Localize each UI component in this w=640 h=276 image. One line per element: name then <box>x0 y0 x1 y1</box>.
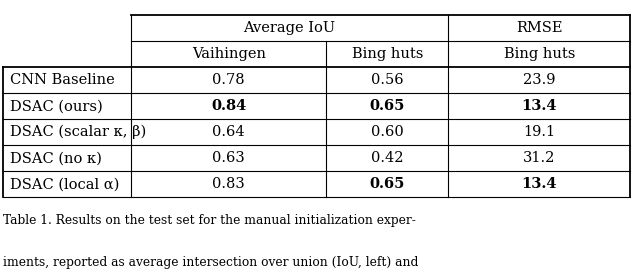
Text: RMSE: RMSE <box>516 21 563 35</box>
Text: 0.65: 0.65 <box>369 177 405 191</box>
Text: Bing huts: Bing huts <box>351 47 423 61</box>
Text: 0.84: 0.84 <box>211 99 246 113</box>
Text: DSAC (scalar κ, β): DSAC (scalar κ, β) <box>10 125 146 139</box>
Text: 23.9: 23.9 <box>523 73 556 87</box>
Text: CNN Baseline: CNN Baseline <box>10 73 115 87</box>
Text: Vaihingen: Vaihingen <box>192 47 266 61</box>
Text: DSAC (local α): DSAC (local α) <box>10 177 119 191</box>
Text: DSAC (ours): DSAC (ours) <box>10 99 102 113</box>
Text: Average IoU: Average IoU <box>244 21 335 35</box>
Text: 0.60: 0.60 <box>371 125 404 139</box>
Text: 0.78: 0.78 <box>212 73 245 87</box>
Text: 31.2: 31.2 <box>523 151 556 165</box>
Text: Bing huts: Bing huts <box>504 47 575 61</box>
Text: iments, reported as average intersection over union (IoU, left) and: iments, reported as average intersection… <box>3 256 419 269</box>
Text: 0.42: 0.42 <box>371 151 403 165</box>
Text: 0.56: 0.56 <box>371 73 403 87</box>
Text: Table 1. Results on the test set for the manual initialization exper-: Table 1. Results on the test set for the… <box>3 214 416 227</box>
Text: 0.63: 0.63 <box>212 151 245 165</box>
Text: DSAC (no κ): DSAC (no κ) <box>10 151 102 165</box>
Text: 0.83: 0.83 <box>212 177 245 191</box>
Text: 13.4: 13.4 <box>522 177 557 191</box>
Text: 13.4: 13.4 <box>522 99 557 113</box>
Text: 19.1: 19.1 <box>523 125 556 139</box>
Text: 0.65: 0.65 <box>369 99 405 113</box>
Text: 0.64: 0.64 <box>212 125 245 139</box>
